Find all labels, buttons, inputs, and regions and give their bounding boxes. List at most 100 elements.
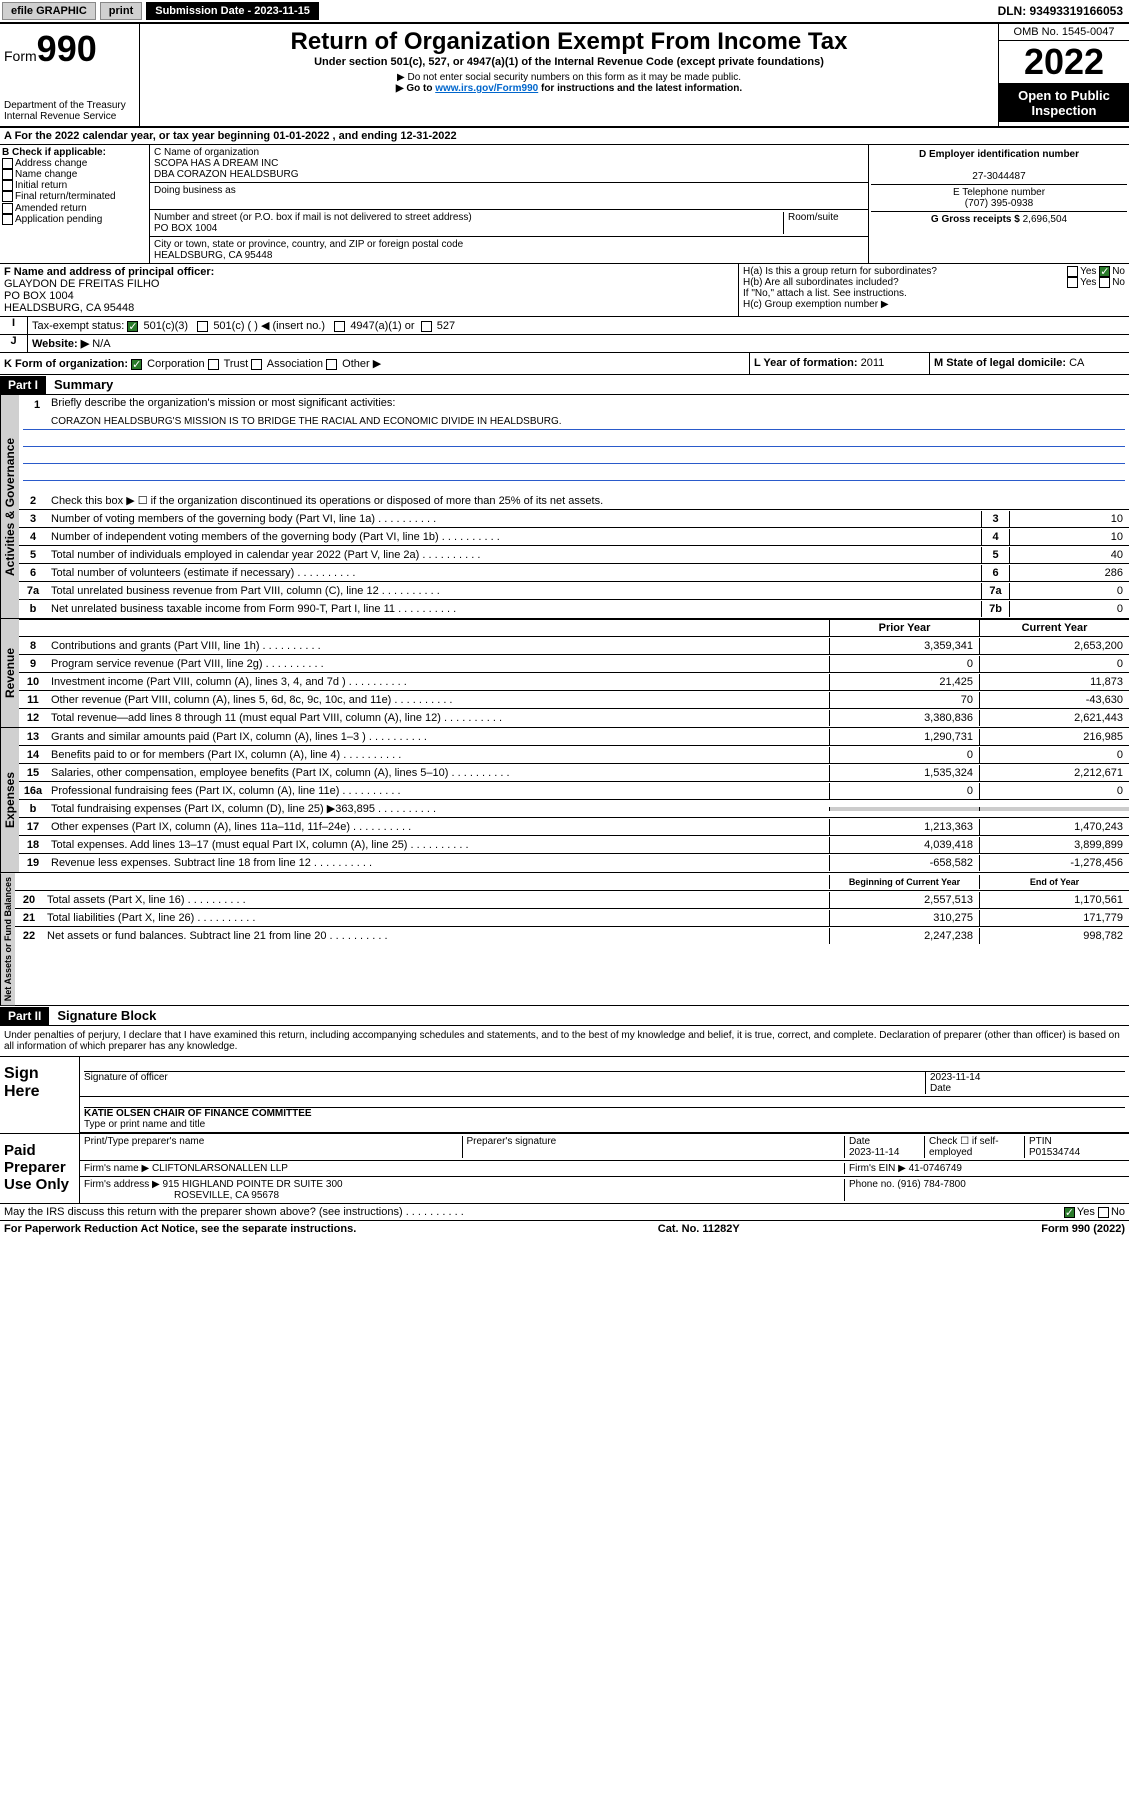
prior-val: 3,359,341 [829, 638, 979, 654]
sign-here-label: Sign Here [0, 1057, 80, 1133]
prior-val: 0 [829, 656, 979, 672]
org-name-1: SCOPA HAS A DREAM INC [154, 158, 278, 169]
line-val: 0 [1009, 601, 1129, 617]
line-text: Professional fundraising fees (Part IX, … [47, 783, 829, 799]
chk-final[interactable]: Final return/terminated [15, 192, 116, 203]
room-label: Room/suite [784, 212, 864, 234]
form-header: Form990 Department of the Treasury Inter… [0, 24, 1129, 128]
prior-val: 0 [829, 783, 979, 799]
paid-prep-label: Paid Preparer Use Only [0, 1134, 80, 1203]
officer-addr: PO BOX 1004 [4, 290, 74, 302]
prior-val: 2,247,238 [829, 928, 979, 944]
line-text: Total number of volunteers (estimate if … [47, 565, 981, 581]
h-note: If "No," attach a list. See instructions… [743, 288, 1125, 299]
chk-address[interactable]: Address change [15, 158, 87, 169]
form-label: Form [4, 48, 37, 64]
state-label: M State of legal domicile: [934, 357, 1066, 369]
prior-val: 1,535,324 [829, 765, 979, 781]
part2-subtitle: Signature Block [49, 1006, 164, 1025]
part2-header: Part II Signature Block [0, 1006, 1129, 1026]
opt-assoc[interactable]: Association [267, 358, 323, 370]
current-val: 2,212,671 [979, 765, 1129, 781]
row-k-l-m: K Form of organization: Corporation Trus… [0, 353, 1129, 375]
l2-text: Check this box ▶ ☐ if the organization d… [47, 492, 1129, 509]
line-text: Total expenses. Add lines 13–17 (must eq… [47, 837, 829, 853]
open-public-badge: Open to Public Inspection [999, 84, 1129, 122]
opt-corp[interactable]: Corporation [147, 358, 204, 370]
current-val: 998,782 [979, 928, 1129, 944]
current-val: 3,899,899 [979, 837, 1129, 853]
prior-val: 4,039,418 [829, 837, 979, 853]
opt-4947[interactable]: 4947(a)(1) or [350, 320, 414, 332]
opt-527[interactable]: 527 [437, 320, 455, 332]
tax-year: 2022 [999, 41, 1129, 84]
line-text: Total fundraising expenses (Part IX, col… [47, 800, 829, 817]
current-val: 2,653,200 [979, 638, 1129, 654]
section-b-c-d: B Check if applicable: Address change Na… [0, 145, 1129, 264]
opt-501c[interactable]: 501(c) ( ) ◀ (insert no.) [213, 320, 325, 332]
paid-preparer-row: Paid Preparer Use Only Print/Type prepar… [0, 1134, 1129, 1204]
ptin-val: P01534744 [1029, 1147, 1080, 1158]
line-text: Grants and similar amounts paid (Part IX… [47, 729, 829, 745]
row-f-h: F Name and address of principal officer:… [0, 264, 1129, 317]
print-button[interactable]: print [100, 2, 142, 20]
dept-label: Department of the Treasury [4, 100, 135, 111]
chk-amended[interactable]: Amended return [15, 203, 87, 214]
declaration-text: Under penalties of perjury, I declare th… [0, 1026, 1129, 1057]
line-val: 40 [1009, 547, 1129, 563]
line-val: 286 [1009, 565, 1129, 581]
officer-print-label: Type or print name and title [84, 1119, 205, 1130]
chk-initial[interactable]: Initial return [15, 180, 67, 191]
opt-501c3[interactable]: 501(c)(3) [143, 320, 188, 332]
line-text: Total assets (Part X, line 16) [43, 892, 829, 908]
current-val: -43,630 [979, 692, 1129, 708]
prior-val: 1,290,731 [829, 729, 979, 745]
line-text: Other expenses (Part IX, column (A), lin… [47, 819, 829, 835]
row-a-period: A For the 2022 calendar year, or tax yea… [0, 128, 1129, 145]
city-label: City or town, state or province, country… [154, 239, 463, 250]
end-year-header: End of Year [979, 875, 1129, 889]
opt-other[interactable]: Other ▶ [342, 358, 381, 370]
sig-date-val: 2023-11-14 [930, 1072, 1125, 1083]
sig-date-label: Date [930, 1083, 951, 1094]
irs-label: Internal Revenue Service [4, 111, 135, 122]
current-val: -1,278,456 [979, 855, 1129, 871]
vert-net: Net Assets or Fund Balances [0, 873, 15, 1005]
opt-trust[interactable]: Trust [224, 358, 249, 370]
phone-val-e: (707) 395-0938 [965, 198, 1033, 209]
prior-year-header: Prior Year [829, 620, 979, 636]
hc-label: H(c) Group exemption number ▶ [743, 299, 1125, 310]
line-text: Program service revenue (Part VIII, line… [47, 656, 829, 672]
hb-label: H(b) Are all subordinates included? [743, 277, 1067, 288]
addr-val: PO BOX 1004 [154, 223, 217, 234]
efile-button[interactable]: efile GRAPHIC [2, 2, 96, 20]
current-year-header: Current Year [979, 620, 1129, 636]
part1-badge: Part I [0, 376, 46, 394]
line-text: Other revenue (Part VIII, column (A), li… [47, 692, 829, 708]
section-governance: Activities & Governance 1Briefly describ… [0, 395, 1129, 619]
prep-date-val: 2023-11-14 [849, 1147, 899, 1158]
line-text: Total revenue—add lines 8 through 11 (mu… [47, 710, 829, 726]
addr-label: Number and street (or P.O. box if mail i… [154, 212, 472, 223]
current-val: 1,170,561 [979, 892, 1129, 908]
website-val: N/A [92, 338, 110, 350]
year-form-val: 2011 [861, 357, 885, 369]
part1-subtitle: Summary [46, 375, 121, 394]
name-label: C Name of organization [154, 147, 259, 158]
line-text: Number of independent voting members of … [47, 529, 981, 545]
ha-label: H(a) Is this a group return for subordin… [743, 266, 1067, 277]
year-form-label: L Year of formation: [754, 357, 858, 369]
firm-name-label: Firm's name ▶ [84, 1163, 149, 1174]
chk-name[interactable]: Name change [15, 169, 77, 180]
row-i-j: I Tax-exempt status: 501(c)(3) 501(c) ( … [0, 317, 1129, 335]
firm-phone-label: Phone no. [849, 1179, 895, 1190]
chk-pending[interactable]: Application pending [15, 214, 102, 225]
begin-year-header: Beginning of Current Year [829, 875, 979, 889]
current-val: 0 [979, 747, 1129, 763]
form-org-label: K Form of organization: [4, 358, 128, 370]
firm-ein-label: Firm's EIN ▶ [849, 1163, 906, 1174]
section-expenses: Expenses 13Grants and similar amounts pa… [0, 728, 1129, 873]
officer-city: HEALDSBURG, CA 95448 [4, 302, 134, 314]
irs-link[interactable]: www.irs.gov/Form990 [435, 83, 538, 94]
website-label: Website: ▶ [32, 338, 89, 350]
